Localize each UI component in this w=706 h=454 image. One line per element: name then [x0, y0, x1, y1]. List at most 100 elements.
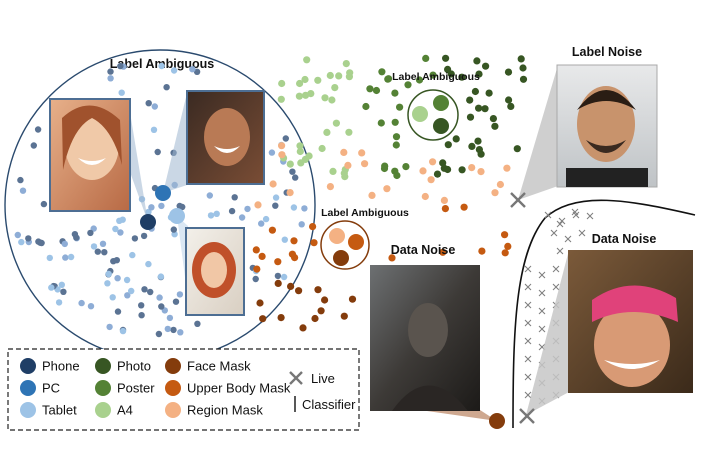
live-cross-marker — [510, 192, 526, 208]
green-sample-poster — [433, 95, 449, 111]
blue-point — [156, 294, 163, 301]
orange-point — [321, 296, 329, 304]
green-point — [307, 90, 315, 98]
blue-point — [289, 168, 296, 175]
green-point — [335, 72, 343, 80]
blue-point — [281, 236, 288, 243]
data-noise-right-photo — [568, 250, 693, 393]
green-point — [378, 68, 386, 76]
blue-point — [118, 89, 125, 96]
green-point — [342, 60, 350, 68]
green-point — [314, 76, 322, 84]
green-point — [475, 70, 483, 78]
blue-point — [145, 260, 152, 268]
blue-point — [110, 258, 117, 265]
green-point — [321, 94, 329, 102]
blue-point — [141, 286, 148, 293]
green-point — [380, 164, 389, 173]
label-noise-title: Label Noise — [572, 45, 642, 59]
legend-swatch-photo — [95, 358, 111, 374]
blue-point — [109, 294, 116, 301]
blue-point — [262, 215, 270, 223]
green-point — [468, 142, 476, 150]
live-cross — [558, 217, 566, 225]
legend-swatch-a4 — [95, 402, 111, 418]
green-point — [391, 118, 399, 126]
data-noise-right-title: Data Noise — [592, 232, 657, 246]
blue-point — [170, 67, 178, 74]
green-point — [491, 122, 499, 130]
legend-label-pc: PC — [42, 381, 60, 396]
green-point — [458, 73, 466, 81]
blue-point — [155, 330, 163, 338]
green-point — [393, 171, 401, 180]
orange-point — [309, 223, 317, 231]
green-point — [404, 81, 412, 89]
green-point — [328, 96, 336, 104]
orange-point — [491, 189, 499, 197]
blue-point — [140, 232, 148, 240]
green-point — [396, 103, 404, 111]
blue-point — [119, 327, 127, 335]
orange-point — [259, 315, 267, 323]
orange-point — [310, 239, 318, 247]
blue-point — [194, 320, 201, 327]
live-cross — [550, 229, 558, 237]
orange-point — [291, 254, 299, 262]
blue-point — [107, 68, 114, 75]
blue-point — [172, 298, 180, 305]
blue-point — [268, 149, 276, 156]
green-scatter-points — [277, 54, 528, 181]
blue-point — [213, 210, 220, 217]
orange-sample-face — [333, 250, 349, 266]
blue-point — [78, 299, 85, 307]
legend-swatch-tablet — [20, 402, 36, 418]
orange-point — [252, 246, 260, 254]
sample-photo-tablet — [185, 227, 245, 316]
green-point — [296, 142, 304, 150]
blue-point — [67, 253, 75, 261]
blue-point — [282, 135, 289, 142]
data-noise-right-wedge — [526, 250, 569, 415]
sample-photo-phone — [49, 98, 131, 212]
legend-swatch-face_mask — [165, 358, 181, 374]
green-point — [444, 165, 452, 174]
data-noise-center-photo — [370, 265, 480, 411]
legend-swatch-pc — [20, 380, 36, 396]
green-point — [301, 75, 309, 84]
green-point — [519, 75, 528, 83]
blue-point — [14, 231, 21, 239]
orange-point — [440, 196, 448, 204]
blue-point — [176, 291, 184, 298]
green-point — [442, 54, 450, 62]
blue-point — [158, 303, 165, 310]
orange-point — [383, 185, 391, 193]
green-point — [444, 141, 452, 149]
blue-point — [301, 205, 308, 212]
orange-point — [286, 189, 294, 197]
green-point — [505, 96, 513, 104]
blue-point — [129, 251, 136, 259]
green-point — [507, 102, 515, 110]
blue-point — [170, 226, 177, 233]
orange-point — [358, 149, 366, 157]
orange-point — [277, 314, 285, 322]
blue-point — [94, 248, 102, 255]
blue-point — [274, 272, 282, 280]
live-cross — [524, 373, 532, 381]
legend-swatch-phone — [20, 358, 36, 374]
blue-point — [61, 240, 68, 248]
blue-point — [58, 281, 65, 288]
blue-point — [17, 176, 24, 184]
legend-label-region_mask: Region Mask — [187, 403, 263, 418]
green-point — [415, 76, 424, 84]
pc-sample-dot — [155, 185, 171, 201]
green-point — [277, 95, 285, 103]
green-point — [439, 159, 447, 167]
blue-point — [158, 202, 165, 210]
green-point — [473, 57, 481, 65]
blue-point — [55, 299, 63, 306]
blue-point — [138, 312, 145, 319]
data-noise-center-title: Data Noise — [391, 243, 456, 257]
blue-point — [231, 194, 238, 201]
